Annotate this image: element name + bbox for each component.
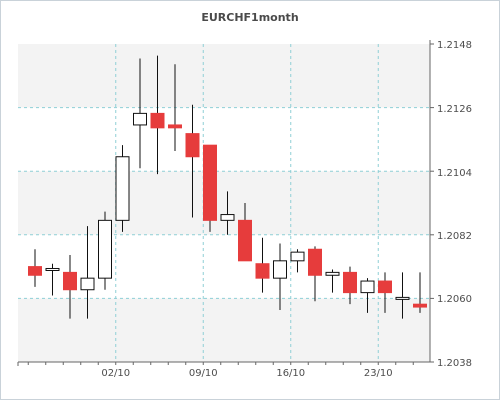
grid-band [18,298,430,362]
y-tick-label-1.2148: 1.2148 [437,40,472,51]
candle-body-up [395,296,410,300]
chart-title: EURCHF1month [201,11,298,24]
axes [17,40,434,366]
candle-body-up [290,251,305,262]
x-tick-label-02-10: 02/10 [101,368,130,379]
candle-body-up [115,156,130,221]
candle-body-down [203,144,217,221]
candle-body-down [413,303,427,308]
candle-body-down [255,263,270,279]
x-tick-label-16-10: 16/10 [276,368,305,379]
candle-body-down [168,124,182,129]
x-tick-label-23-10: 23/10 [364,368,393,379]
grid-band [18,44,430,108]
y-tick-label-1.2126: 1.2126 [437,104,472,115]
y-tick-label-1.2104: 1.2104 [437,168,472,179]
candle-body-down [378,280,392,294]
candle-body-down [185,133,200,158]
candle-body-up [133,112,147,126]
candle-body-up [45,267,60,271]
y-tick-label-1.2060: 1.2060 [437,294,472,305]
grid-band [18,171,430,235]
grid-band [18,107,430,172]
candle-body-up [360,280,375,294]
candle-body-down [28,266,42,276]
x-tick-label-09-10: 09/10 [189,368,218,379]
candle-body-down [63,271,77,291]
candles [28,55,427,319]
candle-body-up [98,219,112,279]
candle-body-down [238,219,252,262]
candle-body-up [325,271,340,276]
alternating-bands [18,44,430,362]
candle-body-up [80,277,95,291]
candle-body-down [150,112,165,129]
candle-body-up [273,260,287,279]
candle-body-up [220,214,235,221]
candle-body-down [308,248,322,276]
y-tick-label-1.2038: 1.2038 [437,358,472,369]
grid-lines [18,44,430,362]
y-tick-label-1.2082: 1.2082 [437,231,472,242]
candle-body-down [343,271,357,294]
